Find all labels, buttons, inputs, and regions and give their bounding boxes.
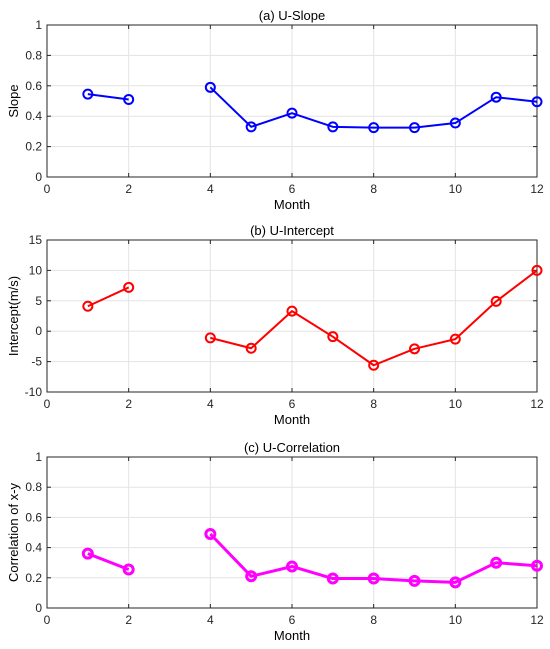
- series-line-segment-1: [87, 93, 129, 101]
- x-tick-label: 8: [370, 613, 377, 627]
- data-point: [82, 88, 94, 100]
- x-tick-label: 10: [449, 613, 463, 627]
- y-tick-label: 0.8: [25, 48, 42, 62]
- x-tick-label: 0: [44, 182, 51, 196]
- y-tick-label: 0: [35, 324, 42, 338]
- data-point: [449, 576, 462, 589]
- data-point: [408, 574, 421, 587]
- x-tick-label: 6: [289, 613, 296, 627]
- chart-panel-3: 0 2 4 6 8 10 12 0 0.2 0.4 0.6 0.8 1 (c) U-Correlation…: [6, 440, 544, 643]
- data-point: [368, 122, 380, 134]
- y-tick-label: 0.8: [25, 480, 42, 494]
- data-point: [123, 281, 135, 293]
- x-tick-label: 4: [207, 182, 214, 196]
- y-axis-label: Slope: [6, 84, 21, 117]
- x-axis-label: Month: [274, 412, 310, 427]
- y-tick-label: 5: [35, 294, 42, 308]
- data-point: [368, 359, 380, 371]
- data-point: [531, 559, 543, 572]
- data-point: [123, 93, 135, 105]
- y-tick-label: 0.4: [25, 109, 42, 123]
- x-tick-label: 6: [289, 397, 296, 411]
- data-point: [409, 122, 420, 134]
- chart-panel-1: 0 2 4 6 8 10 12 0 0.2 0.4 0.6 0.8 1 (a) U-Slope Month S…: [6, 8, 544, 212]
- data-point: [204, 81, 216, 93]
- series-line-segment-2: [209, 86, 538, 129]
- x-tick-label: 2: [125, 182, 132, 196]
- data-point: [367, 572, 380, 585]
- y-tick-label: 0.6: [25, 79, 42, 93]
- series-line-segment-1: [87, 552, 130, 571]
- data-point: [286, 305, 298, 317]
- y-tick-label: 0: [35, 601, 42, 615]
- x-tick-label: 10: [449, 397, 463, 411]
- data-point: [122, 563, 135, 576]
- y-tick-label: 0.4: [25, 541, 42, 555]
- y-tick-label: 0.2: [25, 571, 42, 585]
- x-tick-label: 4: [207, 397, 214, 411]
- data-point: [327, 331, 339, 343]
- x-tick-label: 8: [370, 397, 377, 411]
- chart-title: (c) U-Correlation: [244, 440, 340, 455]
- x-tick-label: 6: [289, 182, 296, 196]
- x-axis-label: Month: [274, 197, 310, 212]
- data-point: [490, 91, 502, 103]
- data-point: [245, 121, 257, 133]
- series-line-segment-2: [209, 532, 538, 584]
- x-tick-label: 12: [530, 613, 544, 627]
- data-point: [490, 295, 502, 307]
- data-point: [286, 107, 298, 119]
- y-tick-label: 1: [35, 18, 42, 32]
- y-tick-label: 15: [29, 233, 43, 247]
- data-point: [204, 528, 217, 541]
- data-point: [245, 342, 257, 354]
- x-tick-label: 0: [44, 397, 51, 411]
- y-tick-label: 10: [29, 263, 43, 277]
- data-point: [490, 556, 503, 569]
- data-point: [326, 572, 339, 585]
- data-point: [82, 300, 94, 312]
- x-tick-label: 0: [44, 613, 51, 627]
- y-tick-label: 0.6: [25, 510, 42, 524]
- chart-title: (b) U-Intercept: [250, 223, 334, 238]
- x-tick-label: 12: [530, 397, 544, 411]
- x-tick-label: 2: [125, 397, 132, 411]
- y-tick-label: 0: [35, 170, 42, 184]
- x-tick-label: 2: [125, 613, 132, 627]
- y-tick-label: -10: [25, 385, 43, 399]
- data-point: [449, 333, 461, 345]
- y-tick-label: -5: [31, 355, 42, 369]
- data-point: [449, 117, 461, 129]
- data-point: [286, 560, 298, 573]
- data-point: [204, 332, 216, 344]
- data-point: [327, 121, 339, 133]
- x-tick-label: 4: [207, 613, 214, 627]
- x-axis-label: Month: [274, 628, 310, 643]
- x-tick-label: 8: [370, 182, 377, 196]
- data-point: [531, 264, 543, 276]
- y-axis-label: Correlation of x-y: [6, 483, 21, 582]
- x-tick-label: 10: [449, 182, 463, 196]
- chart-panel-2: 0 2 4 6 8 10 12 -10 -5 0 5 10 15 (b) U-Intercept Month…: [6, 223, 544, 427]
- y-tick-label: 0.2: [25, 140, 42, 154]
- y-tick-label: 1: [35, 450, 42, 464]
- data-point: [81, 547, 94, 560]
- series-line-segment-2: [210, 269, 538, 367]
- series-line-segment-1: [87, 286, 130, 308]
- chart-title: (a) U-Slope: [259, 8, 325, 23]
- data-point: [409, 343, 420, 355]
- data-point: [531, 96, 543, 108]
- y-axis-label: Intercept(m/s): [6, 276, 21, 356]
- x-tick-label: 12: [530, 182, 544, 196]
- data-point: [245, 570, 258, 583]
